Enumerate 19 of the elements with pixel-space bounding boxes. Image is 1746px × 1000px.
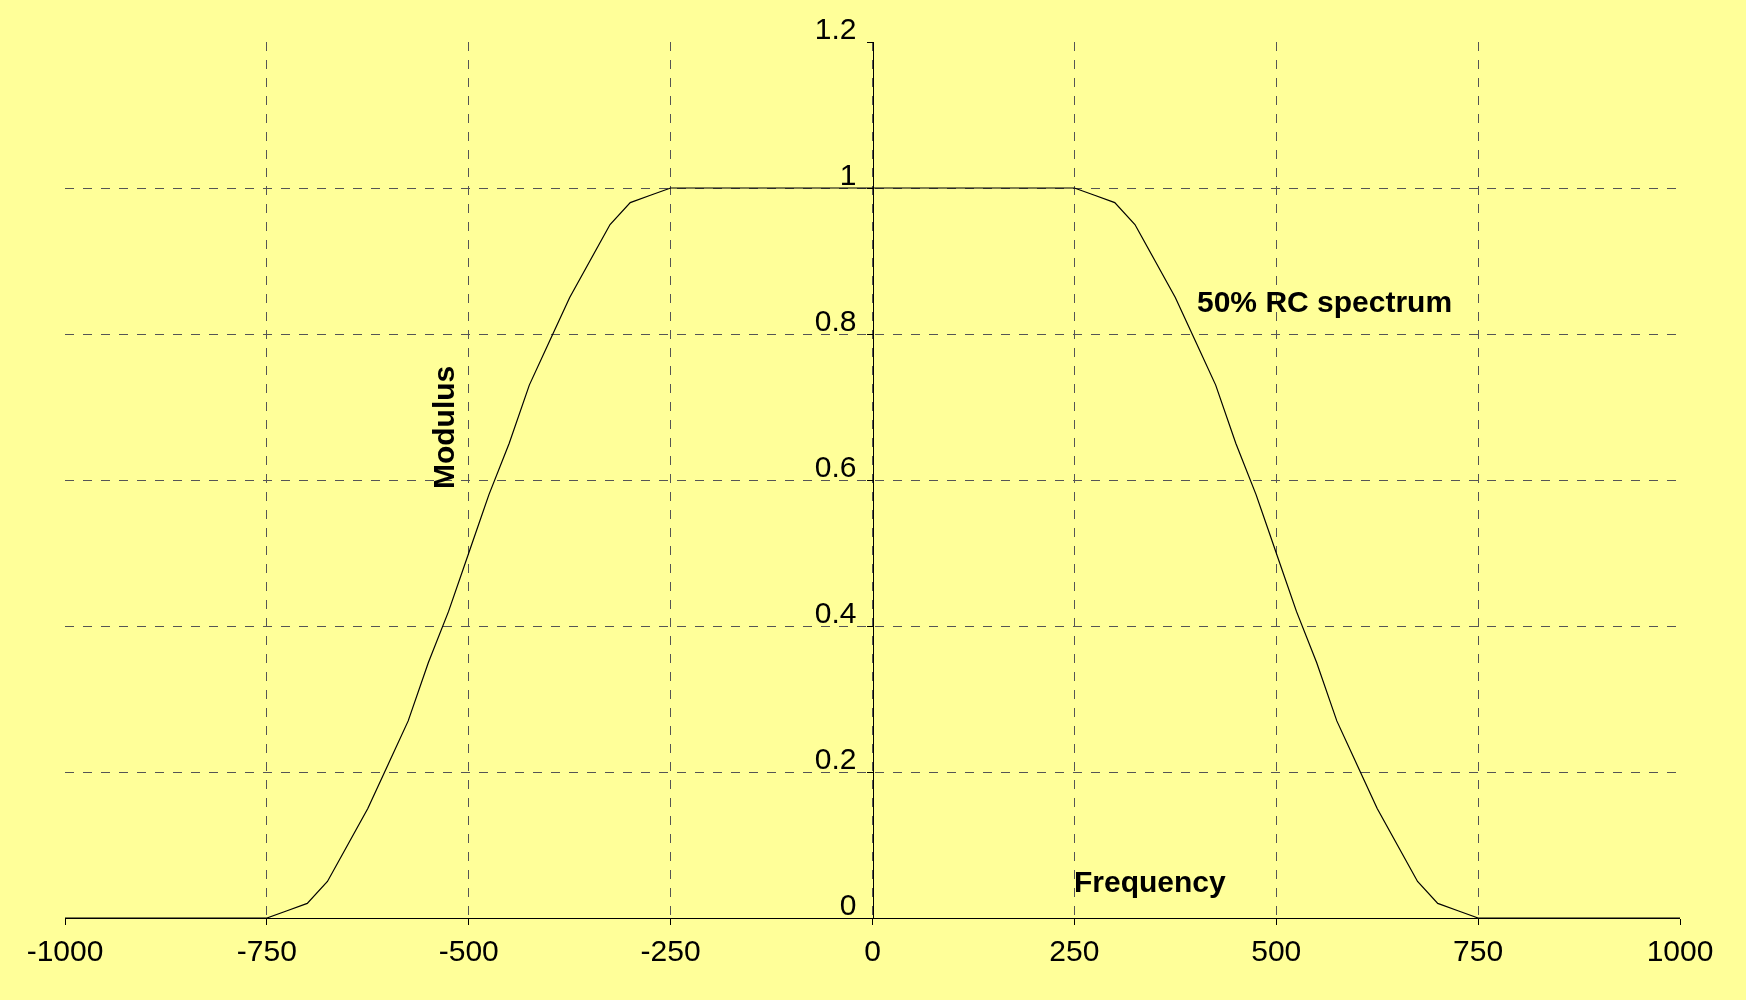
- x-tick-label: -1000: [26, 934, 104, 967]
- x-tick-label: 500: [1251, 934, 1302, 967]
- y-tick-label: 0: [839, 887, 857, 921]
- y-axis-title: Modulus: [427, 365, 461, 490]
- x-axis-title: Frequency: [1074, 865, 1227, 898]
- y-tick-label: 1.2: [814, 11, 857, 45]
- x-tick-label: 0: [864, 934, 881, 967]
- x-tick-label: 1000: [1646, 934, 1714, 967]
- x-tick-label: -250: [640, 934, 701, 967]
- x-tick-label: -500: [438, 934, 499, 967]
- x-tick-label: 750: [1453, 934, 1504, 967]
- y-tick-label: 0.4: [814, 595, 857, 629]
- y-tick-label: 0.6: [814, 449, 857, 483]
- y-tick-label: 1: [839, 157, 857, 191]
- x-tick-label: 250: [1049, 934, 1100, 967]
- x-tick-label: -750: [236, 934, 297, 967]
- annotation: 50% RC spectrum: [1197, 285, 1453, 318]
- y-tick-label: 0.2: [814, 741, 857, 775]
- y-tick-label: 0.8: [814, 303, 857, 337]
